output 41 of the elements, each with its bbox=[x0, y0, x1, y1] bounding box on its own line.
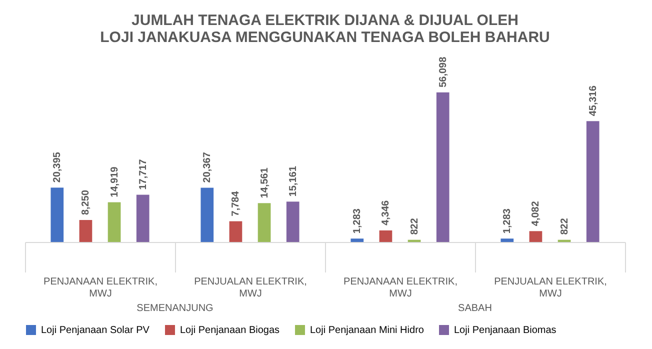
x-tick-label: PENJUALAN ELEKTRIK, MWJ bbox=[194, 276, 307, 300]
data-label: 1,283 bbox=[352, 208, 364, 234]
bar bbox=[500, 238, 514, 242]
chart-title: JUMLAH TENAGA ELEKTRIK DIJANA & DIJUAL OLEH LOJI JANAKUASA MENGGUNAKAN TENAGA BOLEH BAHARU bbox=[100, 12, 550, 46]
x-tick-label: PENJANAAN ELEKTRIK, MWJ bbox=[44, 276, 158, 300]
legend-label: Loji Penjanaan Biogas bbox=[180, 325, 280, 336]
bar bbox=[200, 188, 214, 242]
text: SEMENANJUNG bbox=[136, 303, 214, 314]
data-label: 822 bbox=[409, 218, 420, 235]
bar bbox=[379, 230, 392, 242]
bar bbox=[436, 92, 450, 242]
legend-label: Loji Penjanaan Mini Hidro bbox=[310, 325, 424, 336]
data-label: 4,082 bbox=[530, 200, 542, 226]
bar bbox=[258, 203, 271, 242]
data-label: 8,250 bbox=[80, 190, 92, 215]
bar bbox=[136, 194, 150, 242]
legend-label: Loji Penjanaan Biomas bbox=[454, 325, 556, 336]
data-label: 15,161 bbox=[288, 166, 299, 197]
data-label: 14,561 bbox=[259, 167, 270, 198]
bar bbox=[586, 121, 600, 242]
data-label: 56,098 bbox=[438, 56, 449, 88]
bar bbox=[50, 188, 64, 242]
data-label: 17,717 bbox=[138, 158, 149, 190]
bar bbox=[350, 238, 364, 242]
bar bbox=[529, 231, 542, 242]
data-label: 7,784 bbox=[230, 190, 242, 216]
x-tick-label: PENJUALAN ELEKTRIK, MWJ bbox=[494, 276, 607, 300]
bar bbox=[79, 220, 92, 242]
data-label: 822 bbox=[559, 218, 570, 235]
data-label: 1,283 bbox=[502, 208, 514, 234]
bar bbox=[229, 221, 242, 242]
data-label: 14,919 bbox=[109, 166, 120, 198]
data-label: 45,316 bbox=[588, 85, 599, 116]
legend-label: Loji Penjanaan Solar PV bbox=[41, 325, 150, 336]
data-label: 20,395 bbox=[52, 152, 64, 183]
data-label: 20,367 bbox=[202, 152, 214, 183]
bar bbox=[108, 202, 121, 242]
bar bbox=[286, 202, 300, 242]
data-label: 4,346 bbox=[380, 200, 392, 226]
x-tick-label: PENJANAAN ELEKTRIK, MWJ bbox=[344, 276, 458, 300]
text: SABAH bbox=[458, 303, 492, 314]
